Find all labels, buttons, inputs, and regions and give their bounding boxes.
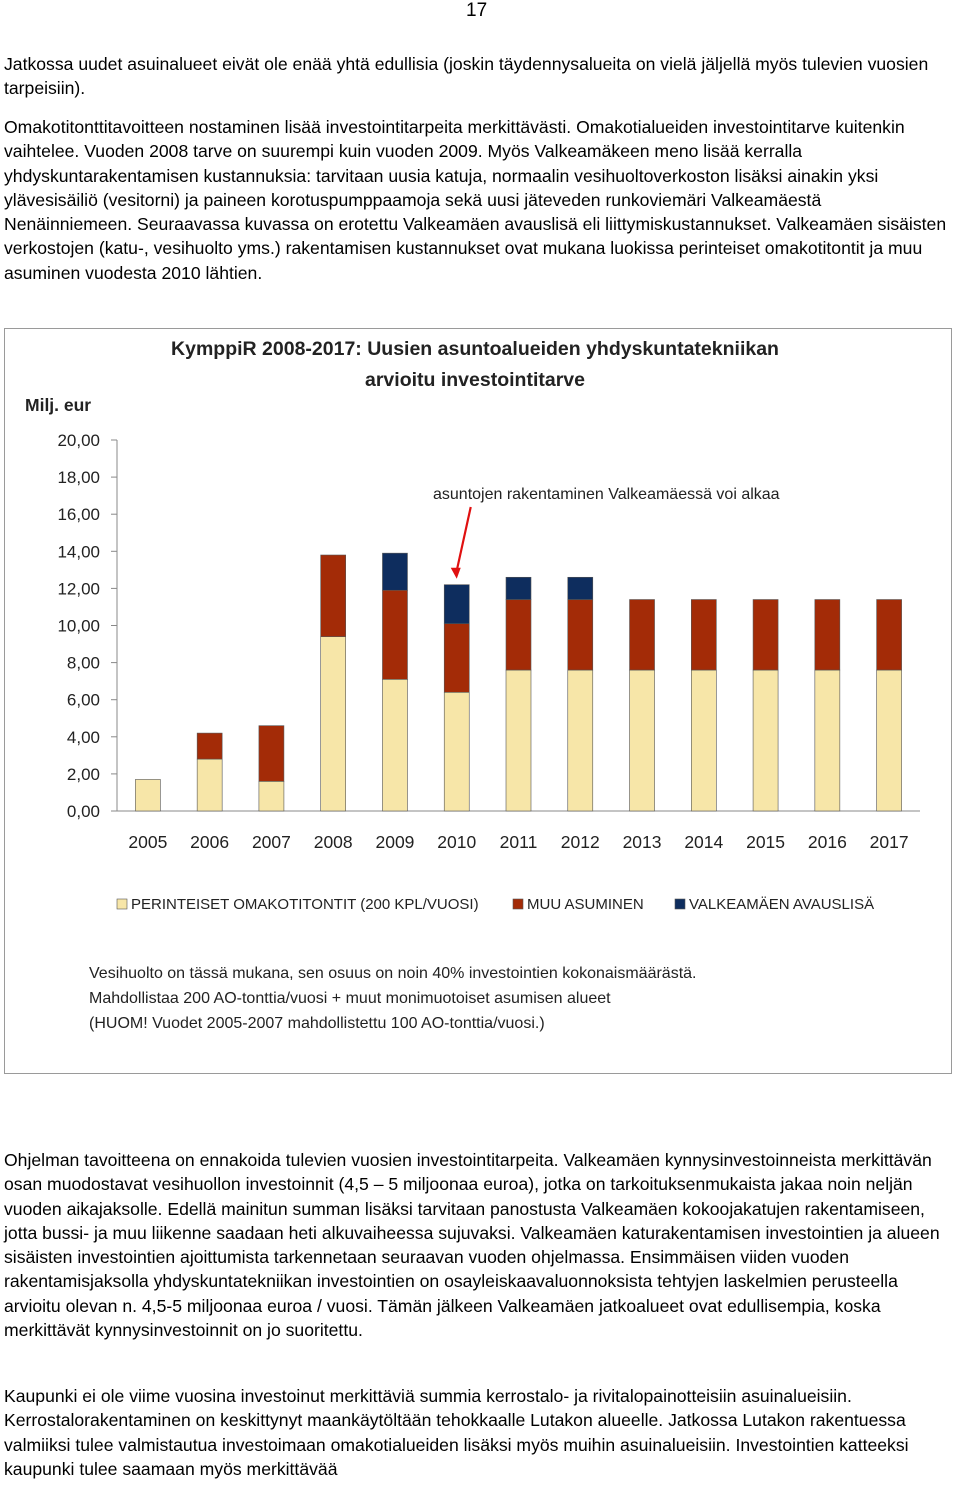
bar-segment-2012-series-2 — [567, 599, 594, 671]
y-tick-label: 16,00 — [57, 505, 100, 524]
y-axis-ticks: 0,00 2,00 4,00 6,00 8,00 10,00 12,00 14,00 16,00… — [57, 431, 920, 821]
bar-segment-2011-series-1 — [505, 669, 532, 812]
x-tick-label: 2006 — [190, 832, 229, 852]
investment-chart: KymppiR 2008-2017: Uusien asuntoalueiden… — [4, 328, 952, 1074]
legend-swatch — [674, 898, 686, 910]
bar-segment-2009-series-1 — [382, 678, 408, 812]
bar-segment-2011-series-2 — [505, 599, 532, 671]
bar-segment-2010-series-1 — [443, 691, 470, 812]
chart-title-line2: arvioitu investointitarve — [365, 369, 585, 391]
bar-segment-2016-series-1 — [814, 669, 841, 812]
x-tick-label: 2005 — [128, 832, 167, 852]
y-tick-label: 8,00 — [67, 654, 100, 673]
y-tick-label: 18,00 — [57, 468, 100, 487]
bar-segment-2017-series-1 — [876, 669, 902, 812]
paragraph-intro: Jatkossa uudet asuinalueet eivät ole enä… — [4, 54, 929, 99]
bar-segment-2006-series-1 — [196, 758, 223, 812]
bar-segment-2015-series-2 — [752, 599, 779, 671]
bar-segment-2008-series-1 — [320, 636, 346, 812]
paragraph-investment-needs: Omakotitonttitavoitteen nostaminen lisää… — [4, 117, 947, 283]
chart-note-2: Mahdollistaa 200 AO-tonttia/vuosi + muut… — [89, 990, 611, 1007]
legend-label: PERINTEISET OMAKOTITONTIT (200 KPL/VUOSI… — [131, 896, 479, 913]
bar-segment-2009-series-3 — [382, 552, 408, 591]
annotation-text: asuntojen rakentaminen Valkeamäessä voi … — [433, 486, 780, 503]
chart-notes: Vesihuolto on tässä mukana, sen osuus on… — [89, 965, 697, 1032]
bar-segment-2007-series-1 — [258, 781, 285, 812]
bar-segment-2009-series-2 — [382, 589, 408, 680]
y-tick-label: 0,00 — [67, 802, 100, 821]
bars — [135, 552, 902, 812]
x-tick-label: 2017 — [870, 832, 909, 852]
x-tick-label: 2016 — [808, 832, 847, 852]
legend: PERINTEISET OMAKOTITONTIT (200 KPL/VUOSI… — [116, 896, 874, 913]
chart-title-line1: KymppiR 2008-2017: Uusien asuntoalueiden… — [171, 338, 779, 360]
legend-swatch — [512, 898, 524, 910]
bar-segment-2006-series-2 — [196, 732, 223, 760]
bar-segment-2012-series-1 — [567, 669, 594, 812]
bar-segment-2013-series-1 — [629, 669, 655, 812]
x-tick-label: 2013 — [623, 832, 662, 852]
paragraph-apartment-areas: Kaupunki ei ole viime vuosina investoinu… — [4, 1386, 909, 1479]
bar-segment-2008-series-2 — [320, 554, 346, 637]
chart-svg: KymppiR 2008-2017: Uusien asuntoalueiden… — [25, 338, 920, 1032]
page-number: 17 — [466, 0, 488, 21]
y-tick-label: 12,00 — [57, 579, 100, 598]
chart-note-1: Vesihuolto on tässä mukana, sen osuus on… — [89, 965, 697, 982]
y-tick-label: 10,00 — [57, 617, 100, 636]
y-tick-label: 6,00 — [67, 691, 100, 710]
y-tick-label: 14,00 — [57, 542, 100, 561]
y-tick-label: 20,00 — [57, 431, 100, 450]
x-tick-label: 2012 — [561, 832, 600, 852]
x-tick-label: 2014 — [684, 832, 723, 852]
bar-segment-2013-series-2 — [629, 599, 655, 671]
x-tick-label: 2010 — [437, 832, 476, 852]
bar-segment-2014-series-1 — [691, 669, 717, 812]
bar-segment-2005-series-1 — [135, 779, 161, 812]
bar-segment-2010-series-2 — [443, 623, 470, 693]
bar-segment-2015-series-1 — [752, 669, 779, 812]
y-axis-label: Milj. eur — [25, 395, 91, 415]
bar-segment-2016-series-2 — [814, 599, 841, 671]
bar-segment-2007-series-2 — [258, 725, 285, 782]
x-tick-label: 2008 — [314, 832, 353, 852]
x-tick-label: 2011 — [500, 832, 538, 852]
bar-segment-2010-series-3 — [443, 584, 470, 624]
bar-segment-2011-series-3 — [505, 576, 532, 600]
x-tick-label: 2015 — [746, 832, 785, 852]
bar-segment-2017-series-2 — [876, 599, 902, 671]
legend-swatch — [116, 898, 128, 910]
x-tick-label: 2009 — [375, 832, 414, 852]
y-tick-label: 2,00 — [67, 765, 100, 784]
annotation: asuntojen rakentaminen Valkeamäessä voi … — [433, 486, 780, 579]
annotation-arrow-shaft — [455, 506, 472, 571]
bar-segment-2014-series-2 — [691, 599, 717, 671]
annotation-arrow-head — [450, 567, 461, 579]
paragraph-program-goal: Ohjelman tavoitteena on ennakoida tulevi… — [4, 1150, 940, 1341]
bar-segment-2012-series-3 — [567, 576, 594, 600]
legend-label: MUU ASUMINEN — [527, 896, 644, 913]
x-tick-label: 2007 — [252, 832, 291, 852]
legend-label: VALKEAMÄEN AVAUSLISÄ — [689, 896, 874, 913]
y-tick-label: 4,00 — [67, 728, 100, 747]
x-axis-ticks: 2005 2006 2007 2008 2009 2010 2011 2012 2013 2014… — [128, 832, 908, 852]
chart-note-3: (HUOM! Vuodet 2005-2007 mahdollistettu 1… — [89, 1015, 545, 1032]
